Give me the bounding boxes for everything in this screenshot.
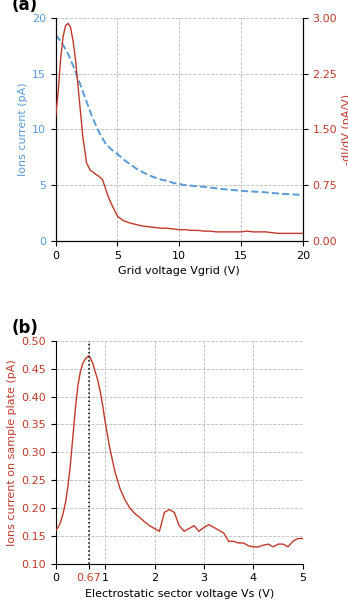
Y-axis label: -dI/dV (pA/V): -dI/dV (pA/V): [341, 94, 348, 165]
X-axis label: Grid voltage Vgrid (V): Grid voltage Vgrid (V): [118, 266, 240, 276]
Y-axis label: Ions current (pA): Ions current (pA): [18, 82, 28, 176]
Text: (a): (a): [11, 0, 37, 14]
Y-axis label: Ions current on sample plate (pA): Ions current on sample plate (pA): [7, 359, 17, 545]
X-axis label: Electrostatic sector voltage Vs (V): Electrostatic sector voltage Vs (V): [85, 589, 274, 599]
Text: (b): (b): [11, 319, 38, 336]
